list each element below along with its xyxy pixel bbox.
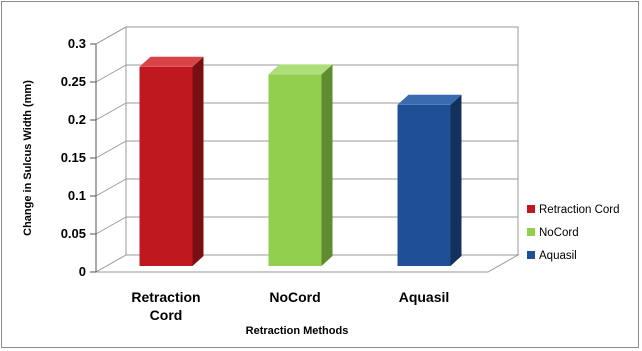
x-category-label: Cord: [150, 307, 183, 323]
bar-1: [268, 64, 333, 267]
gridline-side: [95, 26, 127, 45]
legend-swatch: [527, 228, 535, 236]
chart-bars: [139, 56, 462, 267]
gridline-side: [95, 178, 127, 197]
x-category-label: Aquasil: [399, 289, 450, 305]
y-axis-title: Change in Sulcus Width (mm): [22, 80, 34, 236]
y-tick-label: 0.15: [61, 150, 86, 165]
y-tick-label: 0.1: [68, 188, 86, 203]
bar-top: [268, 64, 333, 75]
legend-swatch: [527, 205, 535, 213]
y-tick-label: 0: [79, 264, 86, 279]
bar-2: [397, 94, 462, 266]
gridline-side: [95, 102, 127, 121]
bar-front: [139, 66, 193, 266]
bar-top: [139, 56, 204, 67]
gridline-side: [95, 216, 127, 235]
bar-0: [139, 56, 204, 266]
bar-front: [268, 74, 322, 267]
y-tick-label: 0.3: [68, 36, 86, 51]
chart-legend: Retraction Cord NoCord Aquasil: [527, 204, 620, 262]
gridline-side: [95, 64, 127, 83]
x-category-label: NoCord: [269, 289, 320, 305]
legend-label: Retraction Cord: [539, 204, 620, 216]
bar-side: [192, 56, 204, 266]
y-tick-label: 0.05: [61, 226, 86, 241]
gridline-side: [95, 140, 127, 159]
bar-side: [321, 64, 333, 267]
legend-label: Aquasil: [539, 250, 577, 262]
bar-front: [397, 104, 451, 266]
y-tick-label: 0.25: [61, 74, 86, 89]
x-category-label: Retraction: [131, 289, 200, 305]
y-tick-label: 0.2: [68, 112, 86, 127]
legend-swatch: [527, 251, 535, 259]
chart-axes: [90, 43, 97, 273]
chart-labels: 0 0.05 0.1 0.15 0.2 0.25 0.3 Retraction Cord NoCo…: [61, 36, 450, 323]
x-axis-title: Retraction Methods: [246, 325, 349, 337]
legend-label: NoCord: [539, 227, 579, 239]
bar-side: [450, 94, 462, 266]
bar-top: [397, 94, 462, 105]
